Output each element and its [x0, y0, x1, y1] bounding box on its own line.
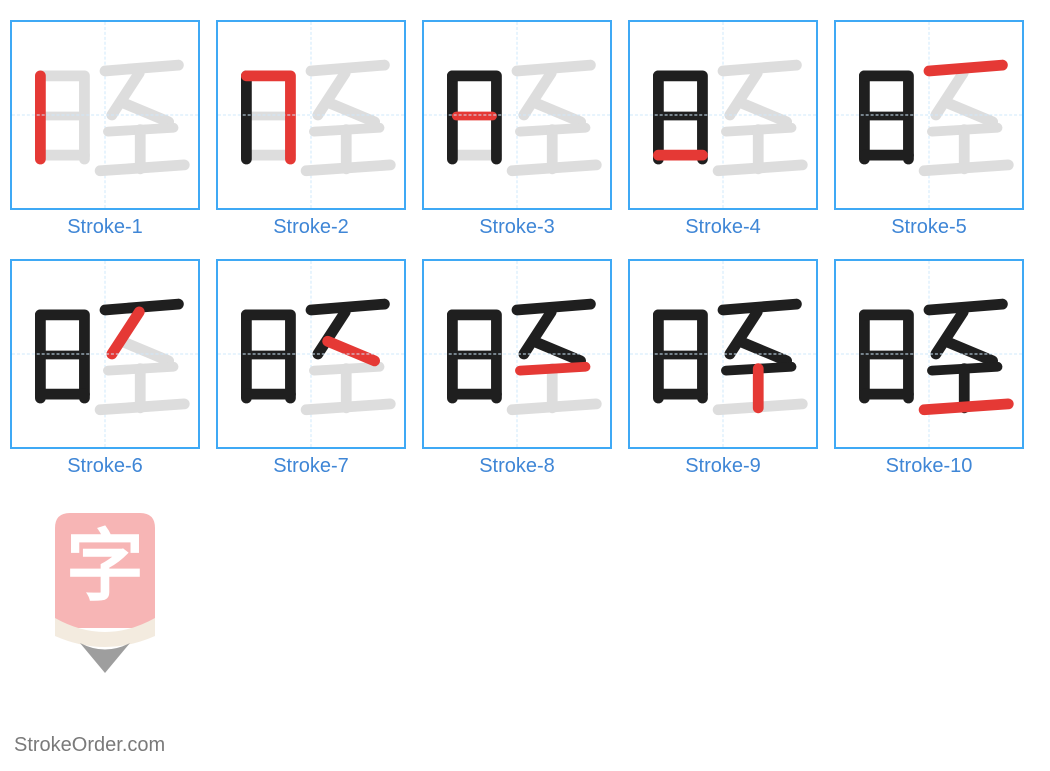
stroke-box-2	[216, 20, 406, 210]
cell-stroke-7: Stroke-7	[216, 259, 406, 478]
stroke-order-grid: Stroke-1 Stroke-2	[10, 20, 1050, 688]
stroke-label-1: Stroke-1	[67, 216, 143, 239]
logo-box: 字	[10, 498, 200, 688]
cell-stroke-5: Stroke-5	[834, 20, 1024, 239]
cell-stroke-4: Stroke-4	[628, 20, 818, 239]
cell-stroke-3: Stroke-3	[422, 20, 612, 239]
stroke-label-3: Stroke-3	[479, 216, 555, 239]
stroke-label-9: Stroke-9	[685, 455, 761, 478]
watermark-text: StrokeOrder.com	[14, 734, 165, 757]
stroke-label-10: Stroke-10	[886, 455, 973, 478]
stroke-label-7: Stroke-7	[273, 455, 349, 478]
cell-logo: 字	[10, 498, 200, 688]
stroke-box-7	[216, 259, 406, 449]
stroke-box-8	[422, 259, 612, 449]
stroke-label-4: Stroke-4	[685, 216, 761, 239]
strokeorder-logo-icon: 字	[10, 498, 200, 688]
cell-stroke-10: Stroke-10	[834, 259, 1024, 478]
cell-stroke-6: Stroke-6	[10, 259, 200, 478]
stroke-box-10	[834, 259, 1024, 449]
stroke-label-2: Stroke-2	[273, 216, 349, 239]
cell-stroke-9: Stroke-9	[628, 259, 818, 478]
stroke-box-6	[10, 259, 200, 449]
stroke-box-3	[422, 20, 612, 210]
stroke-box-1	[10, 20, 200, 210]
cell-stroke-2: Stroke-2	[216, 20, 406, 239]
logo-glyph: 字	[66, 523, 144, 610]
stroke-box-5	[834, 20, 1024, 210]
stroke-box-4	[628, 20, 818, 210]
stroke-label-5: Stroke-5	[891, 216, 967, 239]
cell-stroke-8: Stroke-8	[422, 259, 612, 478]
stroke-label-8: Stroke-8	[479, 455, 555, 478]
cell-stroke-1: Stroke-1	[10, 20, 200, 239]
stroke-label-6: Stroke-6	[67, 455, 143, 478]
stroke-box-9	[628, 259, 818, 449]
